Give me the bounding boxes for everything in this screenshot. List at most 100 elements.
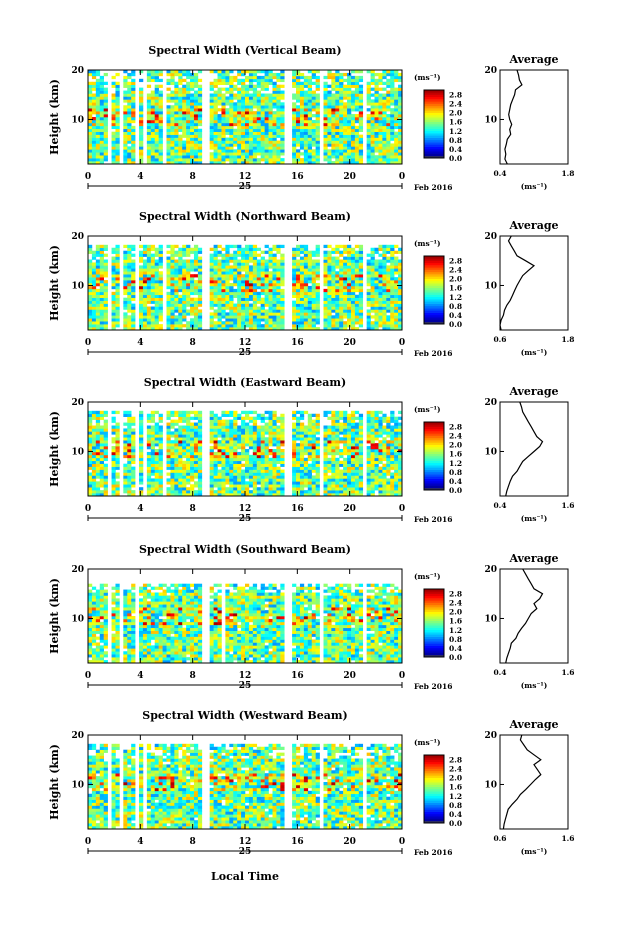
x-tick-label: 8	[190, 671, 196, 681]
colorbar-unit-label: (ms⁻¹)	[414, 738, 441, 747]
x-tick-label: 16	[291, 837, 304, 847]
average-x-tick-label: 1.8	[561, 335, 574, 344]
x-tick-label: 8	[190, 837, 196, 847]
x-tick-label: 0	[85, 837, 91, 847]
x-tick-label: 20	[343, 172, 356, 182]
x-tick-label: 0	[85, 671, 91, 681]
day-label: 25	[239, 847, 252, 857]
colorbar-tick-label: 2.8	[449, 423, 462, 432]
y-tick-label: 20	[71, 565, 84, 575]
x-tick-label: 4	[137, 837, 143, 847]
colorbar: 0.00.40.81.21.62.02.42.8	[423, 255, 462, 329]
colorbar-tick-label: 0.0	[449, 320, 462, 329]
colorbar-tick-label: 1.6	[449, 783, 462, 792]
average-y-tick-label: 20	[484, 398, 497, 408]
x-tick-label: 20	[343, 504, 356, 514]
average-y-tick-label: 10	[484, 447, 497, 457]
day-label: 25	[239, 681, 252, 691]
colorbar-tick-label: 2.0	[449, 774, 462, 783]
colorbar-tick-label: 2.8	[449, 756, 462, 765]
panel-title: Spectral Width (Westward Beam)	[142, 709, 347, 722]
x-tick-label: 16	[291, 338, 304, 348]
heatmap	[88, 583, 403, 664]
heatmap	[88, 244, 403, 331]
date-label: Feb 2016	[414, 515, 452, 524]
colorbar-tick-label: 0.0	[449, 154, 462, 163]
y-tick-label: 20	[71, 66, 84, 76]
panel-title: Spectral Width (Northward Beam)	[139, 210, 351, 223]
average-y-tick-label: 20	[484, 232, 497, 242]
panel-5: Spectral Width (Westward Beam) 10 20 Height…	[48, 709, 575, 857]
x-tick-label: 12	[239, 172, 252, 182]
colorbar-tick-label: 2.8	[449, 590, 462, 599]
y-tick-label: 20	[71, 398, 84, 408]
colorbar-tick-label: 2.0	[449, 608, 462, 617]
average-x-tick-label: 1.6	[561, 501, 574, 510]
average-x-tick-label: 0.6	[493, 834, 506, 843]
y-tick-label: 20	[71, 232, 84, 242]
average-y-tick-label: 20	[484, 565, 497, 575]
colorbar-tick-label: 0.0	[449, 819, 462, 828]
average-title: Average	[508, 53, 558, 66]
colorbar-tick-label: 1.6	[449, 284, 462, 293]
colorbar: 0.00.40.81.21.62.02.42.8	[423, 754, 462, 828]
average-line	[499, 235, 536, 331]
colorbar-tick-label: 2.8	[449, 91, 462, 100]
x-tick-label: 0	[399, 338, 405, 348]
colorbar: 0.00.40.81.21.62.02.42.8	[423, 421, 462, 495]
average-x-label: (ms⁻¹)	[521, 348, 548, 357]
heatmap	[88, 410, 403, 497]
colorbar-tick-label: 1.2	[449, 792, 462, 801]
colorbar-tick-label: 1.2	[449, 293, 462, 302]
x-tick-label: 4	[137, 671, 143, 681]
colorbar-tick-label: 0.8	[449, 801, 462, 810]
average-x-tick-label: 1.6	[561, 834, 574, 843]
colorbar-tick-label: 0.4	[449, 810, 462, 819]
average-x-tick-label: 0.4	[493, 501, 506, 510]
date-label: Feb 2016	[414, 183, 452, 192]
x-tick-label: 8	[190, 172, 196, 182]
x-tick-label: 12	[239, 504, 252, 514]
x-tick-label: 0	[85, 338, 91, 348]
x-tick-label: 8	[190, 338, 196, 348]
y-tick-label: 10	[71, 614, 84, 624]
average-profile: Average 10 20 0.4 1.6 (ms⁻¹)	[484, 552, 574, 690]
average-title: Average	[508, 552, 558, 565]
panel-3: Spectral Width (Eastward Beam) 10 20 Height…	[48, 376, 575, 524]
colorbar-tick-label: 0.4	[449, 311, 462, 320]
colorbar-tick-label: 0.8	[449, 468, 462, 477]
day-label: 25	[239, 182, 252, 192]
y-tick-label: 10	[71, 281, 84, 291]
panel-title: Spectral Width (Southward Beam)	[139, 543, 351, 556]
x-tick-label: 4	[137, 338, 143, 348]
average-x-tick-label: 0.4	[493, 169, 506, 178]
colorbar-tick-label: 1.6	[449, 450, 462, 459]
colorbar-unit-label: (ms⁻¹)	[414, 572, 441, 581]
average-x-tick-label: 1.6	[561, 668, 574, 677]
colorbar-tick-label: 0.8	[449, 302, 462, 311]
colorbar: 0.00.40.81.21.62.02.42.8	[423, 89, 462, 163]
date-label: Feb 2016	[414, 349, 452, 358]
x-tick-label: 16	[291, 504, 304, 514]
day-label: 25	[239, 514, 252, 524]
colorbar-tick-label: 1.2	[449, 626, 462, 635]
colorbar-tick-label: 2.4	[449, 765, 462, 774]
colorbar-tick-label: 0.8	[449, 136, 462, 145]
y-axis-label: Height (km)	[48, 245, 61, 321]
colorbar-unit-label: (ms⁻¹)	[414, 239, 441, 248]
average-y-tick-label: 10	[484, 281, 497, 291]
x-tick-label: 0	[399, 172, 405, 182]
day-label: 25	[239, 348, 252, 358]
average-y-tick-label: 20	[484, 731, 497, 741]
average-x-tick-label: 1.8	[561, 169, 574, 178]
colorbar-unit-label: (ms⁻¹)	[414, 405, 441, 414]
x-tick-label: 0	[399, 504, 405, 514]
date-label: Feb 2016	[414, 682, 452, 691]
average-x-label: (ms⁻¹)	[521, 514, 548, 523]
colorbar-tick-label: 2.0	[449, 109, 462, 118]
x-tick-label: 4	[137, 504, 143, 514]
colorbar: 0.00.40.81.21.62.02.42.8	[423, 588, 462, 662]
average-profile: Average 10 20 0.4 1.6 (ms⁻¹)	[484, 385, 574, 523]
average-profile: Average 10 20 0.4 1.8 (ms⁻¹)	[484, 53, 574, 191]
